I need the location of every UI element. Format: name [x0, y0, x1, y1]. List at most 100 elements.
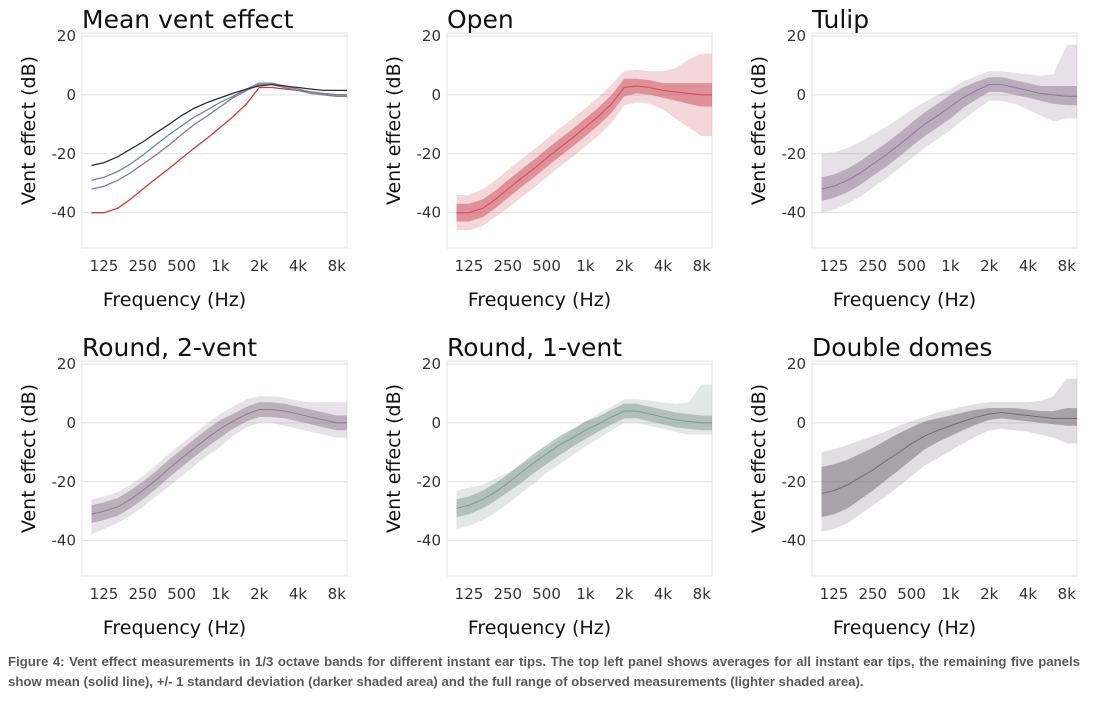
panel-title: Round, 2-vent	[82, 333, 257, 362]
y-axis-label: Vent effect (dB)	[383, 56, 405, 205]
x-axis-label: Frequency (Hz)	[468, 289, 611, 311]
x-tick-label: 1k	[211, 585, 230, 603]
x-tick-label: 4k	[654, 585, 673, 603]
sd-band	[91, 402, 347, 523]
x-tick-label: 4k	[289, 585, 308, 603]
y-axis-label: Vent effect (dB)	[748, 384, 770, 533]
chart-panel-1: 20 0 -20 -40 125 250 500 1k 2k 4k 8k Mean vent effe…	[18, 5, 348, 311]
figure-caption: Figure 4: Vent effect measurements in 1/…	[8, 654, 1080, 689]
plot-content	[821, 378, 1077, 532]
mean-line	[456, 410, 712, 509]
x-tick-label: 500	[897, 585, 926, 603]
y-tick-label: 20	[422, 355, 441, 373]
x-tick-label: 250	[858, 257, 887, 275]
panel-title: Double domes	[812, 333, 992, 362]
x-tick-label: 4k	[654, 257, 673, 275]
y-axis-label: Vent effect (dB)	[18, 56, 40, 205]
y-axis-label: Vent effect (dB)	[383, 384, 405, 533]
panel-title: Open	[447, 5, 514, 34]
chart-panel-5: 20 0 -20 -40 125 250 500 1k 2k 4k 8k Round, 1-vent F…	[383, 333, 713, 639]
y-tick-label: 0	[66, 414, 76, 432]
y-tick-label: -20	[52, 145, 77, 163]
y-tick-label: 0	[796, 414, 806, 432]
y-axis-label: Vent effect (dB)	[18, 384, 40, 533]
y-tick-label: -40	[417, 204, 442, 222]
x-tick-label: 8k	[328, 257, 347, 275]
x-axis-label: Frequency (Hz)	[103, 289, 246, 311]
plot-area	[446, 360, 713, 577]
sd-band	[456, 403, 712, 518]
x-tick-label: 250	[128, 257, 157, 275]
x-tick-label: 1k	[941, 257, 960, 275]
y-tick-label: -20	[417, 145, 442, 163]
plot-content	[456, 384, 712, 529]
x-tick-label: 2k	[980, 257, 999, 275]
y-tick-label: 0	[431, 414, 441, 432]
x-tick-label: 500	[897, 257, 926, 275]
mean-line	[91, 409, 347, 515]
series-line-3	[91, 82, 347, 181]
x-tick-label: 125	[90, 585, 119, 603]
series-line-2	[91, 83, 347, 190]
y-tick-label: 20	[422, 27, 441, 45]
x-tick-label: 125	[820, 585, 849, 603]
plot-area	[81, 360, 348, 577]
x-tick-label: 2k	[250, 585, 269, 603]
plot-area	[811, 32, 1078, 249]
x-tick-label: 2k	[980, 585, 999, 603]
y-tick-label: 20	[57, 27, 76, 45]
x-tick-label: 4k	[1019, 257, 1038, 275]
y-tick-label: 20	[787, 27, 806, 45]
x-tick-label: 125	[90, 257, 119, 275]
y-tick-label: 0	[796, 86, 806, 104]
series-line-4	[91, 83, 347, 167]
x-tick-label: 1k	[576, 585, 595, 603]
x-tick-label: 8k	[693, 585, 712, 603]
panel-title: Mean vent effect	[82, 5, 294, 34]
chart-panel-4: 20 0 -20 -40 125 250 500 1k 2k 4k 8k Round, 2-vent F…	[18, 333, 348, 639]
y-tick-label: 0	[66, 86, 76, 104]
y-tick-label: -40	[782, 204, 807, 222]
x-tick-label: 8k	[328, 585, 347, 603]
x-tick-label: 500	[532, 257, 561, 275]
y-tick-label: -40	[417, 532, 442, 550]
x-tick-label: 1k	[941, 585, 960, 603]
x-tick-label: 8k	[693, 257, 712, 275]
x-axis-label: Frequency (Hz)	[103, 617, 246, 639]
x-tick-label: 500	[167, 585, 196, 603]
sd-band	[821, 77, 1077, 201]
plot-content	[91, 82, 347, 214]
y-tick-label: -40	[52, 204, 77, 222]
x-tick-label: 4k	[289, 257, 308, 275]
y-tick-label: 20	[57, 355, 76, 373]
sd-band	[821, 408, 1077, 518]
x-tick-label: 250	[493, 585, 522, 603]
x-axis-label: Frequency (Hz)	[833, 289, 976, 311]
x-tick-label: 125	[455, 257, 484, 275]
x-tick-label: 125	[820, 257, 849, 275]
x-tick-label: 8k	[1058, 585, 1077, 603]
y-tick-label: 20	[787, 355, 806, 373]
y-tick-label: -40	[782, 532, 807, 550]
x-tick-label: 2k	[250, 257, 269, 275]
x-tick-label: 2k	[615, 257, 634, 275]
x-tick-label: 8k	[1058, 257, 1077, 275]
x-axis-label: Frequency (Hz)	[468, 617, 611, 639]
sd-band	[456, 78, 712, 222]
x-tick-label: 4k	[1019, 585, 1038, 603]
x-tick-label: 1k	[211, 257, 230, 275]
chart-panel-2: 20 0 -20 -40 125 250 500 1k 2k 4k 8k Open Frequency …	[383, 5, 713, 311]
y-tick-label: -20	[417, 473, 442, 491]
x-tick-label: 500	[532, 585, 561, 603]
y-tick-label: 0	[431, 86, 441, 104]
x-tick-label: 250	[128, 585, 157, 603]
panel-title: Round, 1-vent	[447, 333, 622, 362]
y-axis-label: Vent effect (dB)	[748, 56, 770, 205]
plot-content	[456, 53, 712, 231]
chart-panel-6: 20 0 -20 -40 125 250 500 1k 2k 4k 8k Double domes Fr…	[748, 333, 1078, 639]
panel-title: Tulip	[811, 5, 869, 34]
y-tick-label: -20	[782, 145, 807, 163]
y-tick-label: -40	[52, 532, 77, 550]
mean-line	[456, 85, 712, 214]
y-tick-label: -20	[52, 473, 77, 491]
